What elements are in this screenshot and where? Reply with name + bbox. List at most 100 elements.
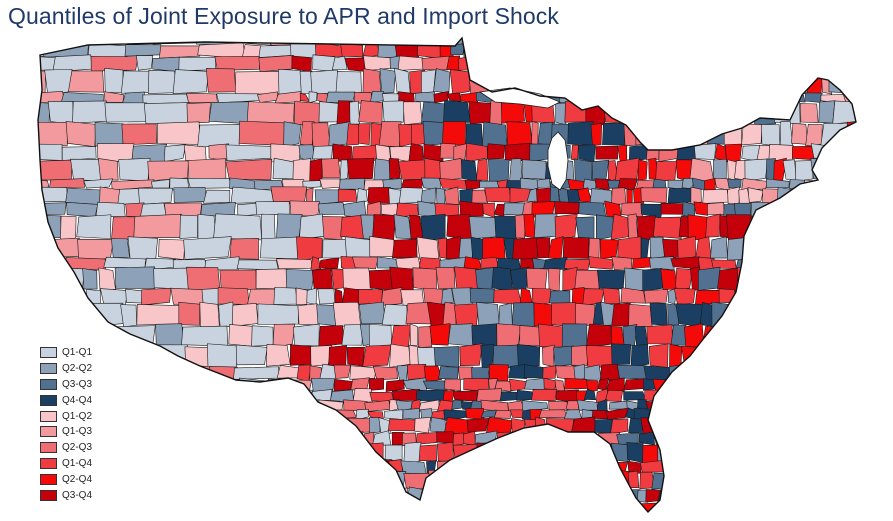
commuting-zone <box>575 302 596 327</box>
commuting-zone <box>862 202 875 216</box>
commuting-zone <box>181 325 229 347</box>
legend-swatch <box>40 489 57 501</box>
commuting-zone <box>218 301 235 328</box>
commuting-zone <box>747 502 766 512</box>
commuting-zone <box>138 187 173 205</box>
commuting-zone <box>466 487 495 504</box>
commuting-zone <box>571 416 597 434</box>
commuting-zone <box>38 389 39 402</box>
commuting-zone <box>519 325 541 347</box>
commuting-zone <box>231 302 259 327</box>
commuting-zone <box>77 502 122 512</box>
commuting-zone <box>802 502 819 512</box>
commuting-zone <box>273 287 298 305</box>
commuting-zone <box>362 68 382 95</box>
commuting-zone <box>819 178 837 191</box>
commuting-zone <box>794 323 809 348</box>
commuting-zone <box>616 500 632 512</box>
commuting-zone <box>416 236 440 260</box>
commuting-zone <box>531 120 539 147</box>
commuting-zone <box>100 345 132 367</box>
commuting-zone <box>328 513 342 521</box>
commuting-zone <box>797 399 823 412</box>
commuting-zone <box>617 236 642 261</box>
commuting-zone <box>782 159 797 183</box>
commuting-zone <box>469 510 484 512</box>
commuting-zone <box>597 42 611 59</box>
commuting-zone <box>38 237 55 261</box>
commuting-zone <box>853 144 856 163</box>
commuting-zone <box>649 38 665 44</box>
commuting-zone <box>810 54 822 70</box>
commuting-zone <box>435 267 456 290</box>
commuting-zone <box>118 409 150 420</box>
commuting-zone <box>484 187 512 203</box>
commuting-zone <box>759 256 777 269</box>
commuting-zone <box>835 461 849 474</box>
commuting-zone <box>848 346 856 368</box>
commuting-zone <box>38 91 66 103</box>
commuting-zone <box>153 267 189 290</box>
commuting-zone <box>757 431 777 444</box>
commuting-zone <box>640 187 668 204</box>
commuting-zone <box>755 303 770 328</box>
commuting-zone <box>477 55 501 72</box>
commuting-zone <box>75 323 112 348</box>
commuting-zone <box>524 377 546 391</box>
commuting-zone <box>705 213 721 238</box>
commuting-zone <box>276 258 313 270</box>
commuting-zone <box>851 237 856 258</box>
commuting-zone <box>792 146 815 161</box>
commuting-zone <box>214 56 260 71</box>
commuting-zone <box>845 42 856 59</box>
commuting-zone <box>687 366 704 382</box>
commuting-zone <box>799 200 817 218</box>
commuting-zone <box>611 187 627 205</box>
commuting-zone <box>309 487 337 504</box>
commuting-zone <box>865 380 887 392</box>
commuting-zone <box>764 473 785 489</box>
commuting-zone <box>615 157 640 183</box>
commuting-zone <box>444 378 461 392</box>
commuting-zone <box>464 179 483 192</box>
commuting-zone <box>783 288 811 307</box>
commuting-zone <box>333 487 351 504</box>
commuting-zone <box>821 509 842 512</box>
commuting-zone <box>597 269 625 290</box>
commuting-zone <box>237 203 259 217</box>
commuting-zone <box>658 144 680 163</box>
commuting-zone <box>712 511 735 512</box>
commuting-zone <box>67 70 105 93</box>
commuting-zone <box>233 366 280 380</box>
legend-label: Q2-Q3 <box>62 442 93 454</box>
commuting-zone <box>346 157 375 180</box>
commuting-zone <box>480 399 509 412</box>
commuting-zone <box>697 488 720 504</box>
commuting-zone <box>38 70 46 94</box>
commuting-zone <box>524 364 544 379</box>
commuting-zone <box>158 45 201 59</box>
commuting-zone <box>367 187 392 204</box>
commuting-zone <box>536 178 551 188</box>
commuting-zone <box>299 92 310 102</box>
legend-item: Q1-Q2 <box>40 408 92 424</box>
commuting-zone <box>592 38 617 45</box>
commuting-zone <box>670 324 687 346</box>
commuting-zone <box>122 91 145 104</box>
commuting-zone <box>471 189 489 204</box>
commuting-zone <box>742 38 759 45</box>
commuting-zone <box>507 459 532 474</box>
commuting-zone <box>193 459 219 474</box>
commuting-zone <box>632 256 652 269</box>
commuting-zone <box>133 213 182 238</box>
commuting-zone <box>794 472 808 491</box>
commuting-zone <box>796 459 820 474</box>
commuting-zone <box>640 67 656 95</box>
commuting-zone <box>779 399 800 411</box>
commuting-zone <box>368 269 394 291</box>
commuting-zone <box>251 325 274 347</box>
commuting-zone <box>422 121 445 146</box>
commuting-zone <box>701 100 720 125</box>
commuting-zone <box>213 213 263 241</box>
commuting-zone <box>394 509 421 512</box>
